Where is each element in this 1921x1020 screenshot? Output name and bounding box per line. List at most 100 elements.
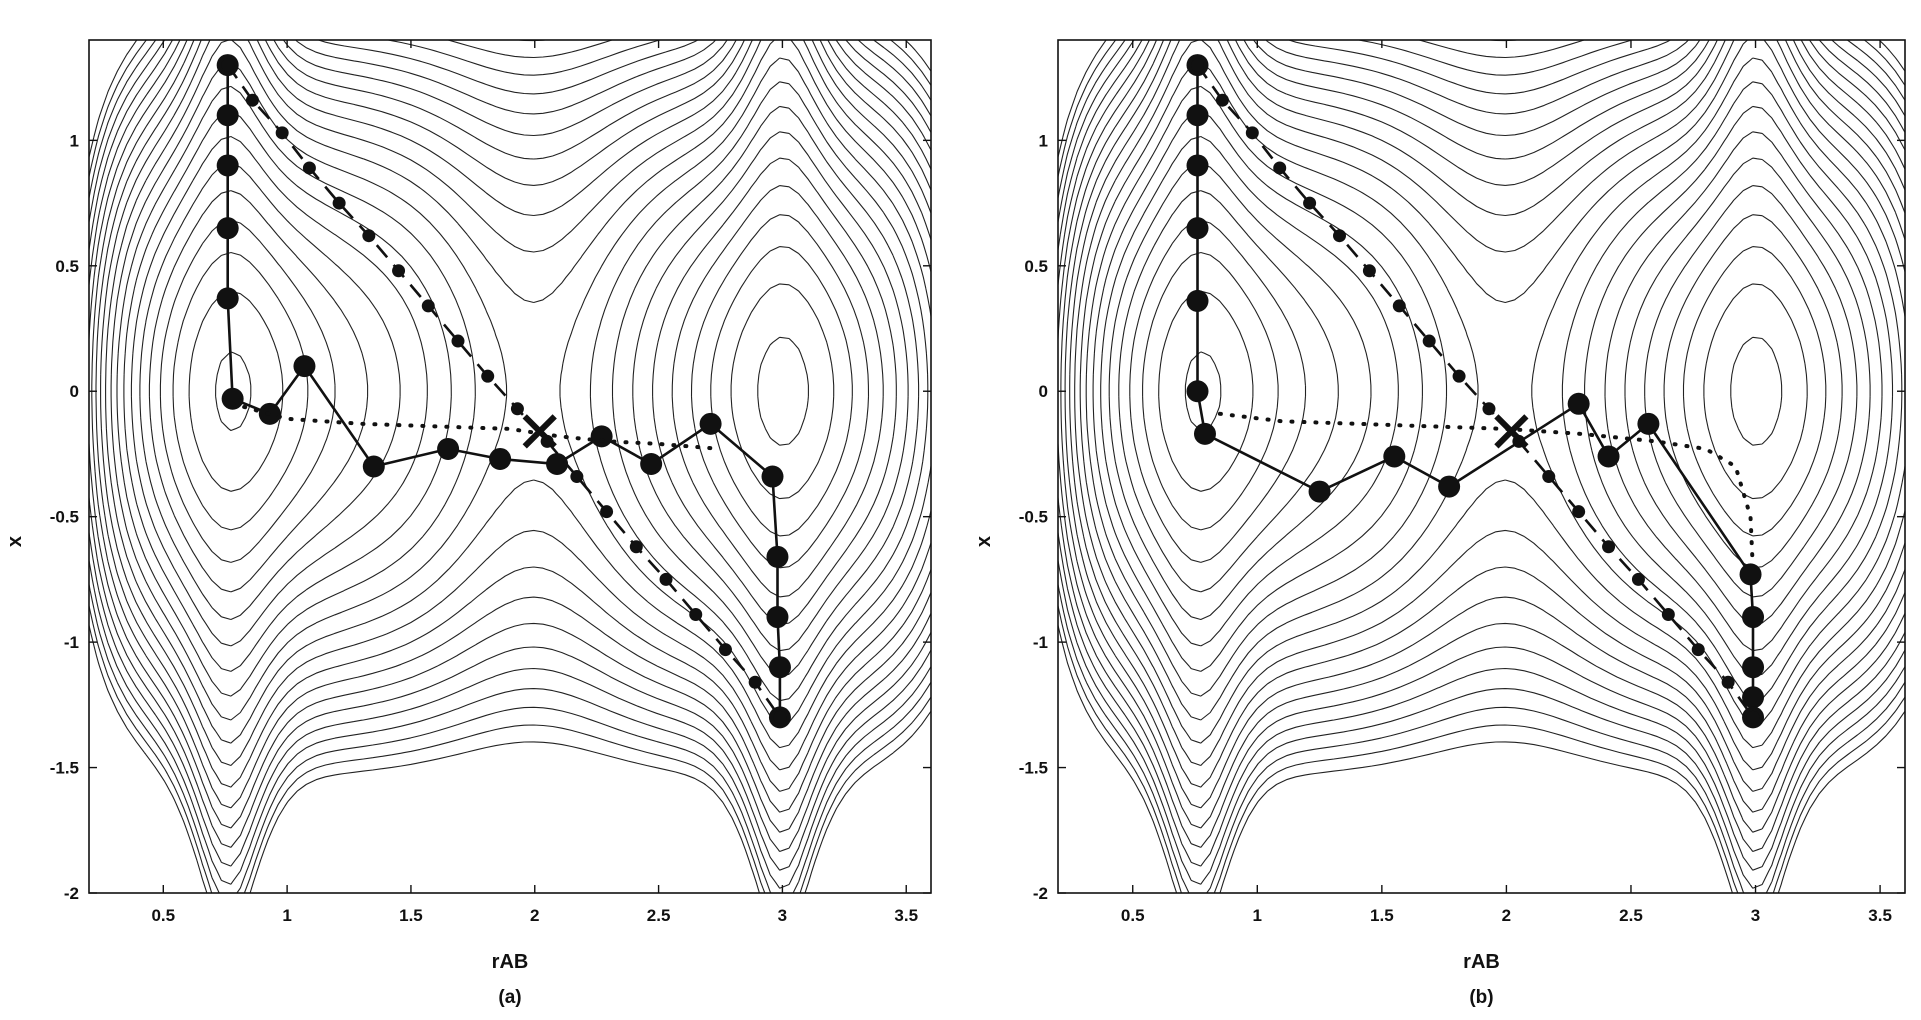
contour-line [89,40,931,893]
path-point-small [392,264,406,278]
path-point-small [1392,299,1406,313]
x-tick-label: 2 [530,906,539,925]
contour-line [188,283,835,500]
y-tick-label: -2 [64,884,79,903]
path-point-large [1308,480,1331,503]
x-tick-label: 3 [1751,906,1760,925]
saddle-x-stroke [522,414,557,449]
y-tick-label: -0.5 [50,508,79,527]
path-point-large [362,455,385,478]
path-point-large [1186,380,1209,403]
y-axis-label: x [973,536,995,547]
path-point-small [689,608,703,622]
contour-lines [89,40,931,893]
path-point-small [570,470,584,484]
contour-line [1058,40,1905,889]
path-point-large [221,387,244,410]
contour-line [1118,185,1858,598]
path-point-large [1383,445,1406,468]
path-point-large [216,217,239,240]
path-point-large [1739,563,1762,586]
y-tick-label: -1 [1033,633,1048,652]
contour-line [172,246,853,537]
path-point-small [773,710,787,724]
path-point-large [293,355,316,378]
contour-line [130,131,909,652]
path-point-small [1572,505,1586,519]
path-point-large [216,104,239,127]
path-point-small [1691,643,1705,657]
path-point-large [1742,656,1765,679]
path-point-large [216,154,239,177]
path-point-large [1567,392,1590,415]
path-point-large [216,287,239,310]
x-tick-label: 1.5 [399,906,423,925]
path-point-small [718,643,732,657]
y-tick-label: 0.5 [1024,257,1048,276]
path-point-large [1597,445,1620,468]
contour-line [148,185,884,598]
path-point-small [1215,93,1229,107]
x-axis-label: rAB [1463,951,1500,973]
path-point-small [221,58,235,72]
path-point-small [1303,196,1317,210]
y-tick-label: -1 [64,633,79,652]
contour-line [1184,336,1783,446]
path-point-large [766,606,789,629]
y-tick-label: -1.5 [1019,759,1048,778]
path-point-large [699,412,722,435]
contour-line [89,40,931,893]
y-tick-label: 1 [1039,131,1048,150]
path-point-small [1631,572,1645,586]
contour-line [1085,81,1903,702]
path-point-small [1661,608,1675,622]
path-point-large [1193,422,1216,445]
path-point-large [1637,412,1660,435]
x-tick-label: 0.5 [151,906,175,925]
path-line-dotted [1217,411,1755,574]
panel-a: 0.5 1 1.5 2 2.5 3 3.5 1 0.5 0 -0.5 -1 -1.5 -2 rAB x (a) [4,39,932,1008]
path-point-large [590,425,613,448]
contour-line [1064,40,1905,792]
path-point-large [1742,606,1765,629]
x-axis-label: rAB [492,951,529,973]
x-tick-label: 3 [778,906,787,925]
x-tick-label: 2.5 [1619,906,1643,925]
contour-line [159,214,870,569]
x-tick-label: 1 [1253,906,1262,925]
path-point-large [766,545,789,568]
path-point-large [1186,217,1209,240]
contour-line [89,40,931,871]
path-point-small [1542,470,1556,484]
path-point-small [1746,710,1760,724]
path-point-small [659,572,673,586]
path-point-large [437,437,460,460]
series-group [216,54,791,729]
path-point-large [1186,289,1209,312]
path-point-small [1422,334,1436,348]
saddle-point-marker [1494,414,1529,449]
contour-line [1058,40,1905,893]
plot-frame [88,39,932,894]
contour-line [1142,246,1827,537]
path-point-small [451,334,465,348]
path-point-small [510,402,524,416]
path-line-dashed [1196,64,1755,719]
panel-label: (b) [1469,987,1493,1008]
series-group [1186,54,1765,729]
x-tick-label: 1.5 [1370,906,1394,925]
contour-line [89,40,931,889]
path-point-small [1245,126,1259,140]
path-point-small [1602,540,1616,554]
x-tick-label: 1 [282,906,291,925]
contour-line [1069,40,1905,771]
path-point-small [1482,402,1496,416]
contour-line [1060,40,1905,813]
path-point-small [600,505,614,519]
contour-line [89,40,931,893]
y-tick-label: 1 [70,131,79,150]
path-point-large [1186,154,1209,177]
x-tick-label: 3.5 [894,906,918,925]
contour-line [1129,214,1843,569]
